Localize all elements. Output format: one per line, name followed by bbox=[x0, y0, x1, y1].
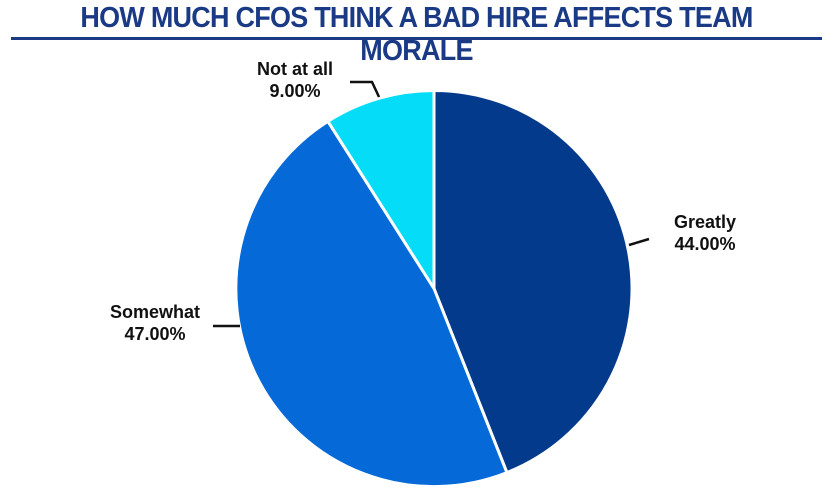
label-not-at-all-name: Not at all bbox=[256, 59, 333, 79]
label-not-at-all-value: 9.00% bbox=[269, 81, 321, 101]
label-somewhat-name: Somewhat bbox=[109, 302, 201, 322]
pie-slice-greatly bbox=[432, 89, 634, 475]
label-somewhat-value: 47.00% bbox=[124, 324, 186, 344]
chart-title: HOW MUCH CFOS THINK A BAD HIRE AFFECTS T… bbox=[80, 2, 753, 67]
pie-slice-somewhat bbox=[234, 119, 509, 489]
label-not-at-all: Not at all 9.00% bbox=[240, 58, 350, 102]
label-greatly: Greatly 44.00% bbox=[650, 211, 760, 255]
leader-line-greatly bbox=[628, 237, 650, 247]
label-somewhat: Somewhat 47.00% bbox=[95, 301, 215, 345]
label-greatly-name: Greatly bbox=[673, 212, 737, 232]
pie-slice-not-at-all bbox=[326, 89, 436, 290]
label-greatly-value: 44.00% bbox=[674, 234, 736, 254]
leader-line-not-at-all bbox=[350, 80, 381, 98]
title-underline bbox=[11, 37, 822, 40]
